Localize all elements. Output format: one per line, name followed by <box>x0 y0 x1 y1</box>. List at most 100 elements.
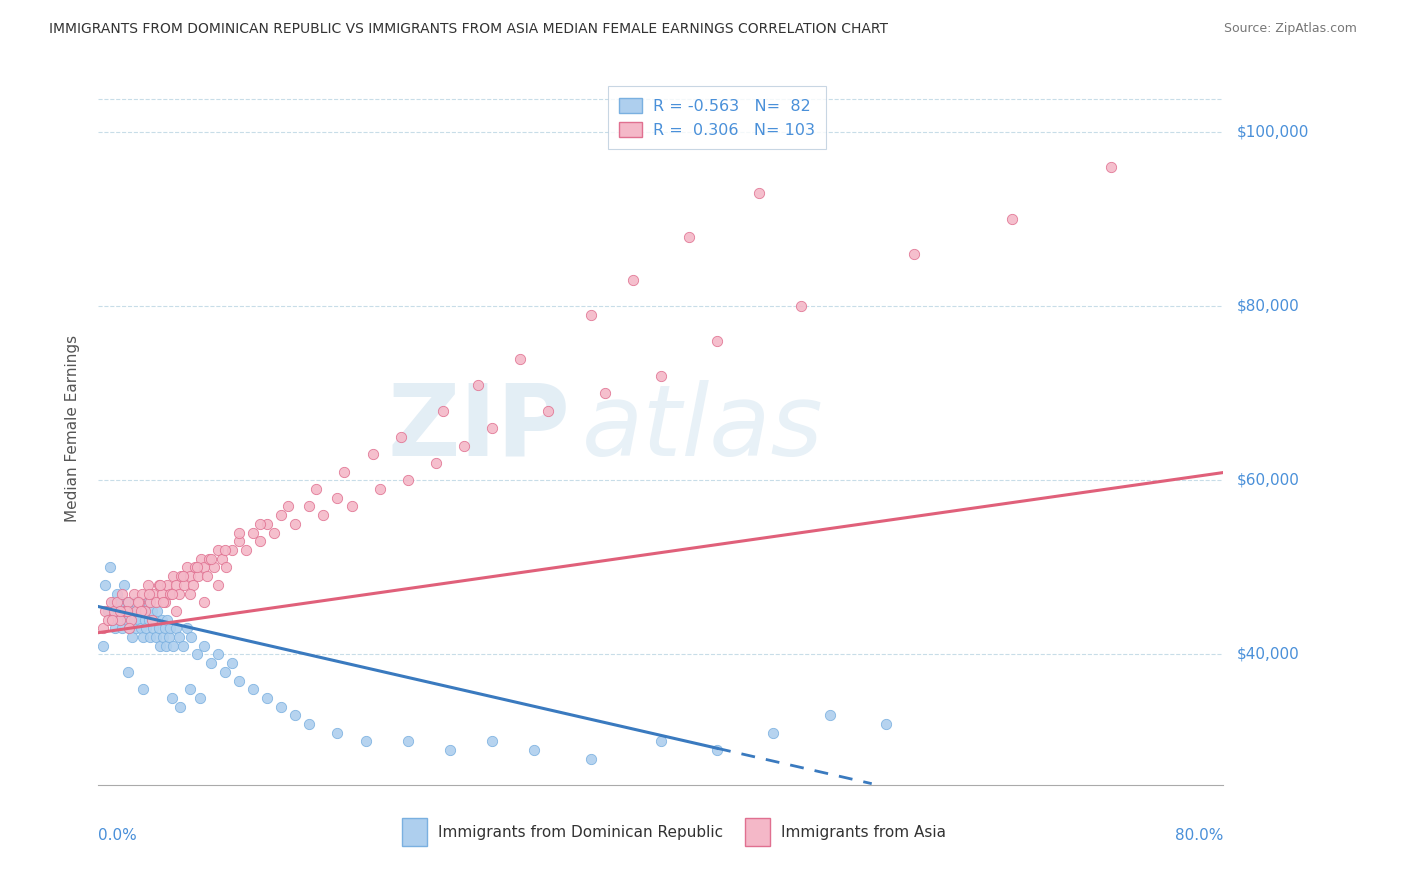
Point <box>139 630 162 644</box>
FancyBboxPatch shape <box>745 819 770 846</box>
Text: $100,000: $100,000 <box>1237 125 1309 140</box>
Point <box>481 734 503 748</box>
Text: ZIP: ZIP <box>388 380 571 476</box>
Point <box>129 604 152 618</box>
Point <box>277 500 299 514</box>
Point <box>125 621 148 635</box>
Point <box>228 534 250 549</box>
Point <box>298 500 321 514</box>
Point <box>190 551 212 566</box>
Point <box>117 595 139 609</box>
Point <box>537 403 560 417</box>
Point <box>396 474 419 488</box>
Point <box>165 604 187 618</box>
Point <box>818 708 841 723</box>
Point <box>105 595 128 609</box>
Point <box>115 604 138 618</box>
Text: Immigrants from Dominican Republic: Immigrants from Dominican Republic <box>439 824 723 839</box>
Point <box>650 368 672 383</box>
Point <box>193 639 215 653</box>
Point <box>142 621 165 635</box>
Point <box>396 734 419 748</box>
Point <box>214 543 236 558</box>
Point <box>298 717 321 731</box>
Point <box>114 604 136 618</box>
Point <box>184 560 207 574</box>
Point <box>221 543 243 558</box>
Point <box>94 578 117 592</box>
Point <box>138 613 160 627</box>
Point <box>98 560 121 574</box>
Point <box>94 604 117 618</box>
Point <box>215 560 238 574</box>
Point <box>195 569 218 583</box>
Point <box>134 613 156 627</box>
Point <box>242 682 264 697</box>
Point <box>153 595 176 609</box>
Point <box>136 595 159 609</box>
Point <box>1001 212 1024 227</box>
Point <box>132 682 155 697</box>
Point <box>97 613 120 627</box>
Point <box>162 569 184 583</box>
Point <box>156 613 179 627</box>
Point <box>111 586 134 600</box>
Point <box>326 491 349 505</box>
Point <box>305 482 328 496</box>
Point <box>112 578 135 592</box>
Point <box>165 621 187 635</box>
Text: Immigrants from Asia: Immigrants from Asia <box>782 824 946 839</box>
Point <box>284 708 307 723</box>
Point <box>128 595 150 609</box>
Point <box>159 586 181 600</box>
Point <box>172 639 194 653</box>
Point <box>361 447 384 461</box>
Point <box>136 578 159 592</box>
Point <box>131 586 153 600</box>
Point <box>790 299 813 313</box>
Point <box>135 621 157 635</box>
Point <box>117 595 139 609</box>
Text: 80.0%: 80.0% <box>1175 828 1223 843</box>
Point <box>127 595 149 609</box>
Point <box>143 613 166 627</box>
Point <box>235 543 257 558</box>
Point <box>179 682 201 697</box>
Point <box>432 403 454 417</box>
Point <box>509 351 531 366</box>
Point <box>706 334 728 348</box>
Point <box>118 621 141 635</box>
Point <box>127 604 149 618</box>
Point <box>149 578 172 592</box>
Point <box>141 604 163 618</box>
Point <box>523 743 546 757</box>
Point <box>108 613 131 627</box>
Point <box>256 516 278 531</box>
Point <box>160 690 183 705</box>
Point <box>176 621 198 635</box>
Point <box>1099 160 1122 174</box>
Point <box>678 229 700 244</box>
Point <box>579 752 602 766</box>
Point <box>157 630 180 644</box>
Text: 0.0%: 0.0% <box>98 828 138 843</box>
Point <box>165 578 187 592</box>
Point <box>148 621 170 635</box>
Text: IMMIGRANTS FROM DOMINICAN REPUBLIC VS IMMIGRANTS FROM ASIA MEDIAN FEMALE EARNING: IMMIGRANTS FROM DOMINICAN REPUBLIC VS IM… <box>49 22 889 37</box>
Point <box>148 578 170 592</box>
Point <box>326 725 349 739</box>
Point <box>108 613 131 627</box>
Point <box>207 578 229 592</box>
Point <box>145 595 167 609</box>
Point <box>149 639 172 653</box>
Point <box>105 586 128 600</box>
Point <box>97 604 120 618</box>
Point <box>270 508 292 523</box>
Point <box>706 743 728 757</box>
Point <box>139 595 162 609</box>
Point <box>156 578 179 592</box>
Point <box>122 613 145 627</box>
Point <box>115 613 138 627</box>
Point <box>198 551 221 566</box>
Point <box>200 551 222 566</box>
